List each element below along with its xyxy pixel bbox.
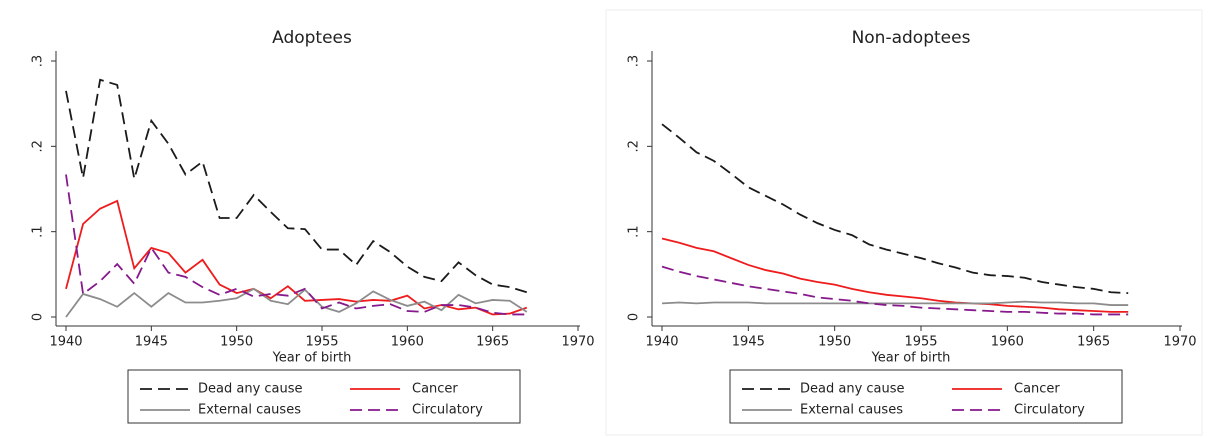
- legend-label: Circulatory: [1014, 403, 1085, 418]
- x-tick-label: 1945: [732, 335, 765, 350]
- x-tick-label: 1955: [904, 335, 937, 350]
- y-tick-label: 0: [31, 313, 46, 321]
- legend-label: Dead any cause: [800, 382, 905, 397]
- x-tick-label: 1950: [818, 335, 851, 350]
- x-tick-label: 1960: [991, 335, 1024, 350]
- x-axis-label: Year of birth: [272, 351, 352, 366]
- x-tick-label: 1945: [135, 335, 168, 350]
- x-tick-label: 1965: [1077, 335, 1110, 350]
- legend-label: Cancer: [412, 382, 458, 397]
- x-axis-label: Year of birth: [871, 351, 951, 366]
- legend-label: Dead any cause: [198, 382, 303, 397]
- x-tick-label: 1950: [220, 335, 253, 350]
- legend-label: Cancer: [1014, 382, 1060, 397]
- x-tick-label: 1970: [1163, 335, 1196, 350]
- series-line: [65, 199, 528, 316]
- x-tick-label: 1955: [305, 335, 338, 350]
- panel-border: [605, 9, 1203, 436]
- y-tick-label: .2: [31, 140, 46, 152]
- x-tick-label: 1970: [561, 335, 594, 350]
- series-line: [661, 237, 1129, 313]
- y-tick-label: 0: [627, 313, 642, 321]
- y-tick-label: .2: [627, 140, 642, 152]
- y-tick-label: .1: [627, 225, 642, 237]
- x-tick-label: 1960: [391, 335, 424, 350]
- series-line: [65, 78, 528, 294]
- chart-title: Adoptees: [272, 28, 352, 48]
- y-tick-label: .1: [31, 225, 46, 237]
- legend-label: External causes: [198, 403, 301, 418]
- legend-label: External causes: [800, 403, 903, 418]
- y-tick-label: .3: [627, 55, 642, 67]
- series-line: [65, 287, 528, 318]
- series-line: [661, 123, 1129, 295]
- legend-label: Circulatory: [412, 403, 483, 418]
- y-tick-label: .3: [31, 55, 46, 67]
- legend-box: [729, 369, 1123, 424]
- x-tick-label: 1965: [476, 335, 509, 350]
- chart-title: Non-adoptees: [852, 28, 971, 48]
- series-line: [661, 300, 1129, 306]
- legend-box: [127, 369, 521, 424]
- series-line: [661, 265, 1129, 316]
- x-tick-label: 1940: [645, 335, 678, 350]
- x-tick-label: 1940: [49, 335, 82, 350]
- series-line: [65, 174, 527, 316]
